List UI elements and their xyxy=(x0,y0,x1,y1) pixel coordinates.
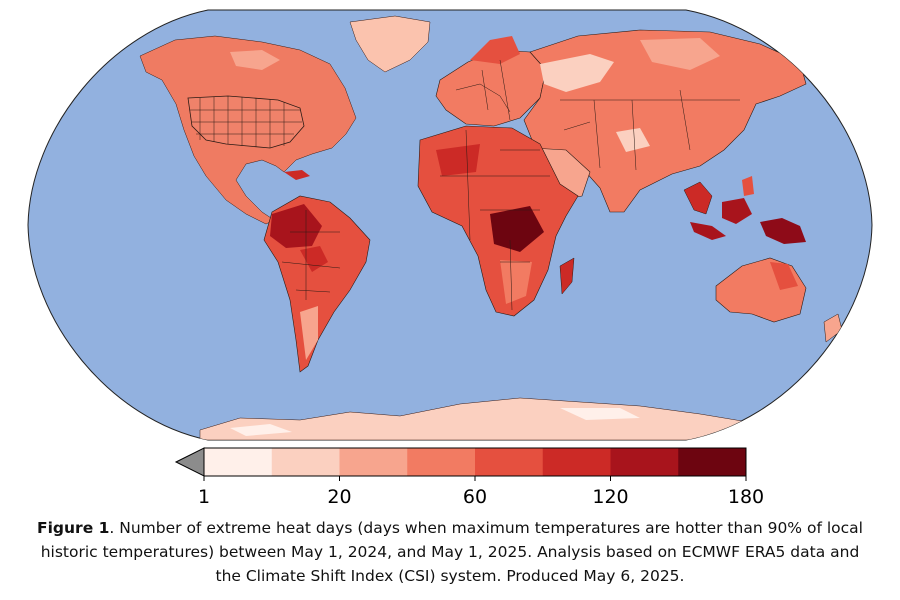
colorbar-bin-1 xyxy=(204,448,273,476)
colorbar-bin-5 xyxy=(475,448,544,476)
colorbar-tick-label: 1 xyxy=(198,486,210,508)
south-america-landmass xyxy=(263,195,371,373)
colorbar: 1 20 60 120 180 xyxy=(174,447,764,508)
colorbar-bin-8 xyxy=(678,448,747,476)
asia-landmass xyxy=(523,29,807,213)
colorbar-tick-label: 120 xyxy=(592,486,628,508)
caption-line-1: Figure 1. Number of extreme heat days (d… xyxy=(0,516,900,540)
colorbar-bin-6 xyxy=(542,448,611,476)
colorbar-tick-label: 20 xyxy=(327,486,351,508)
figure-caption: Figure 1. Number of extreme heat days (d… xyxy=(0,516,900,588)
colorbar-bin-4 xyxy=(407,448,476,476)
north-america-landmass xyxy=(139,15,431,225)
caption-line-1-text: . Number of extreme heat days (days when… xyxy=(109,519,863,537)
europe-landmass xyxy=(435,36,547,127)
colorbar-bin-7 xyxy=(610,448,679,476)
colorbar-under-arrow xyxy=(174,447,205,477)
colorbar-tick-label: 60 xyxy=(463,486,487,508)
colorbar-bin-3 xyxy=(339,448,408,476)
southeast-asia-landmass xyxy=(683,176,806,244)
caption-figure-label: Figure 1 xyxy=(37,519,110,537)
caption-line-3: the Climate Shift Index (CSI) system. Pr… xyxy=(215,567,685,585)
australia-landmass xyxy=(715,257,807,323)
colorbar-tick-label: 180 xyxy=(728,486,764,508)
africa-landmass xyxy=(417,125,579,317)
colorbar-bin-2 xyxy=(271,448,340,476)
caption-line-2: historic temperatures) between May 1, 20… xyxy=(40,543,860,561)
